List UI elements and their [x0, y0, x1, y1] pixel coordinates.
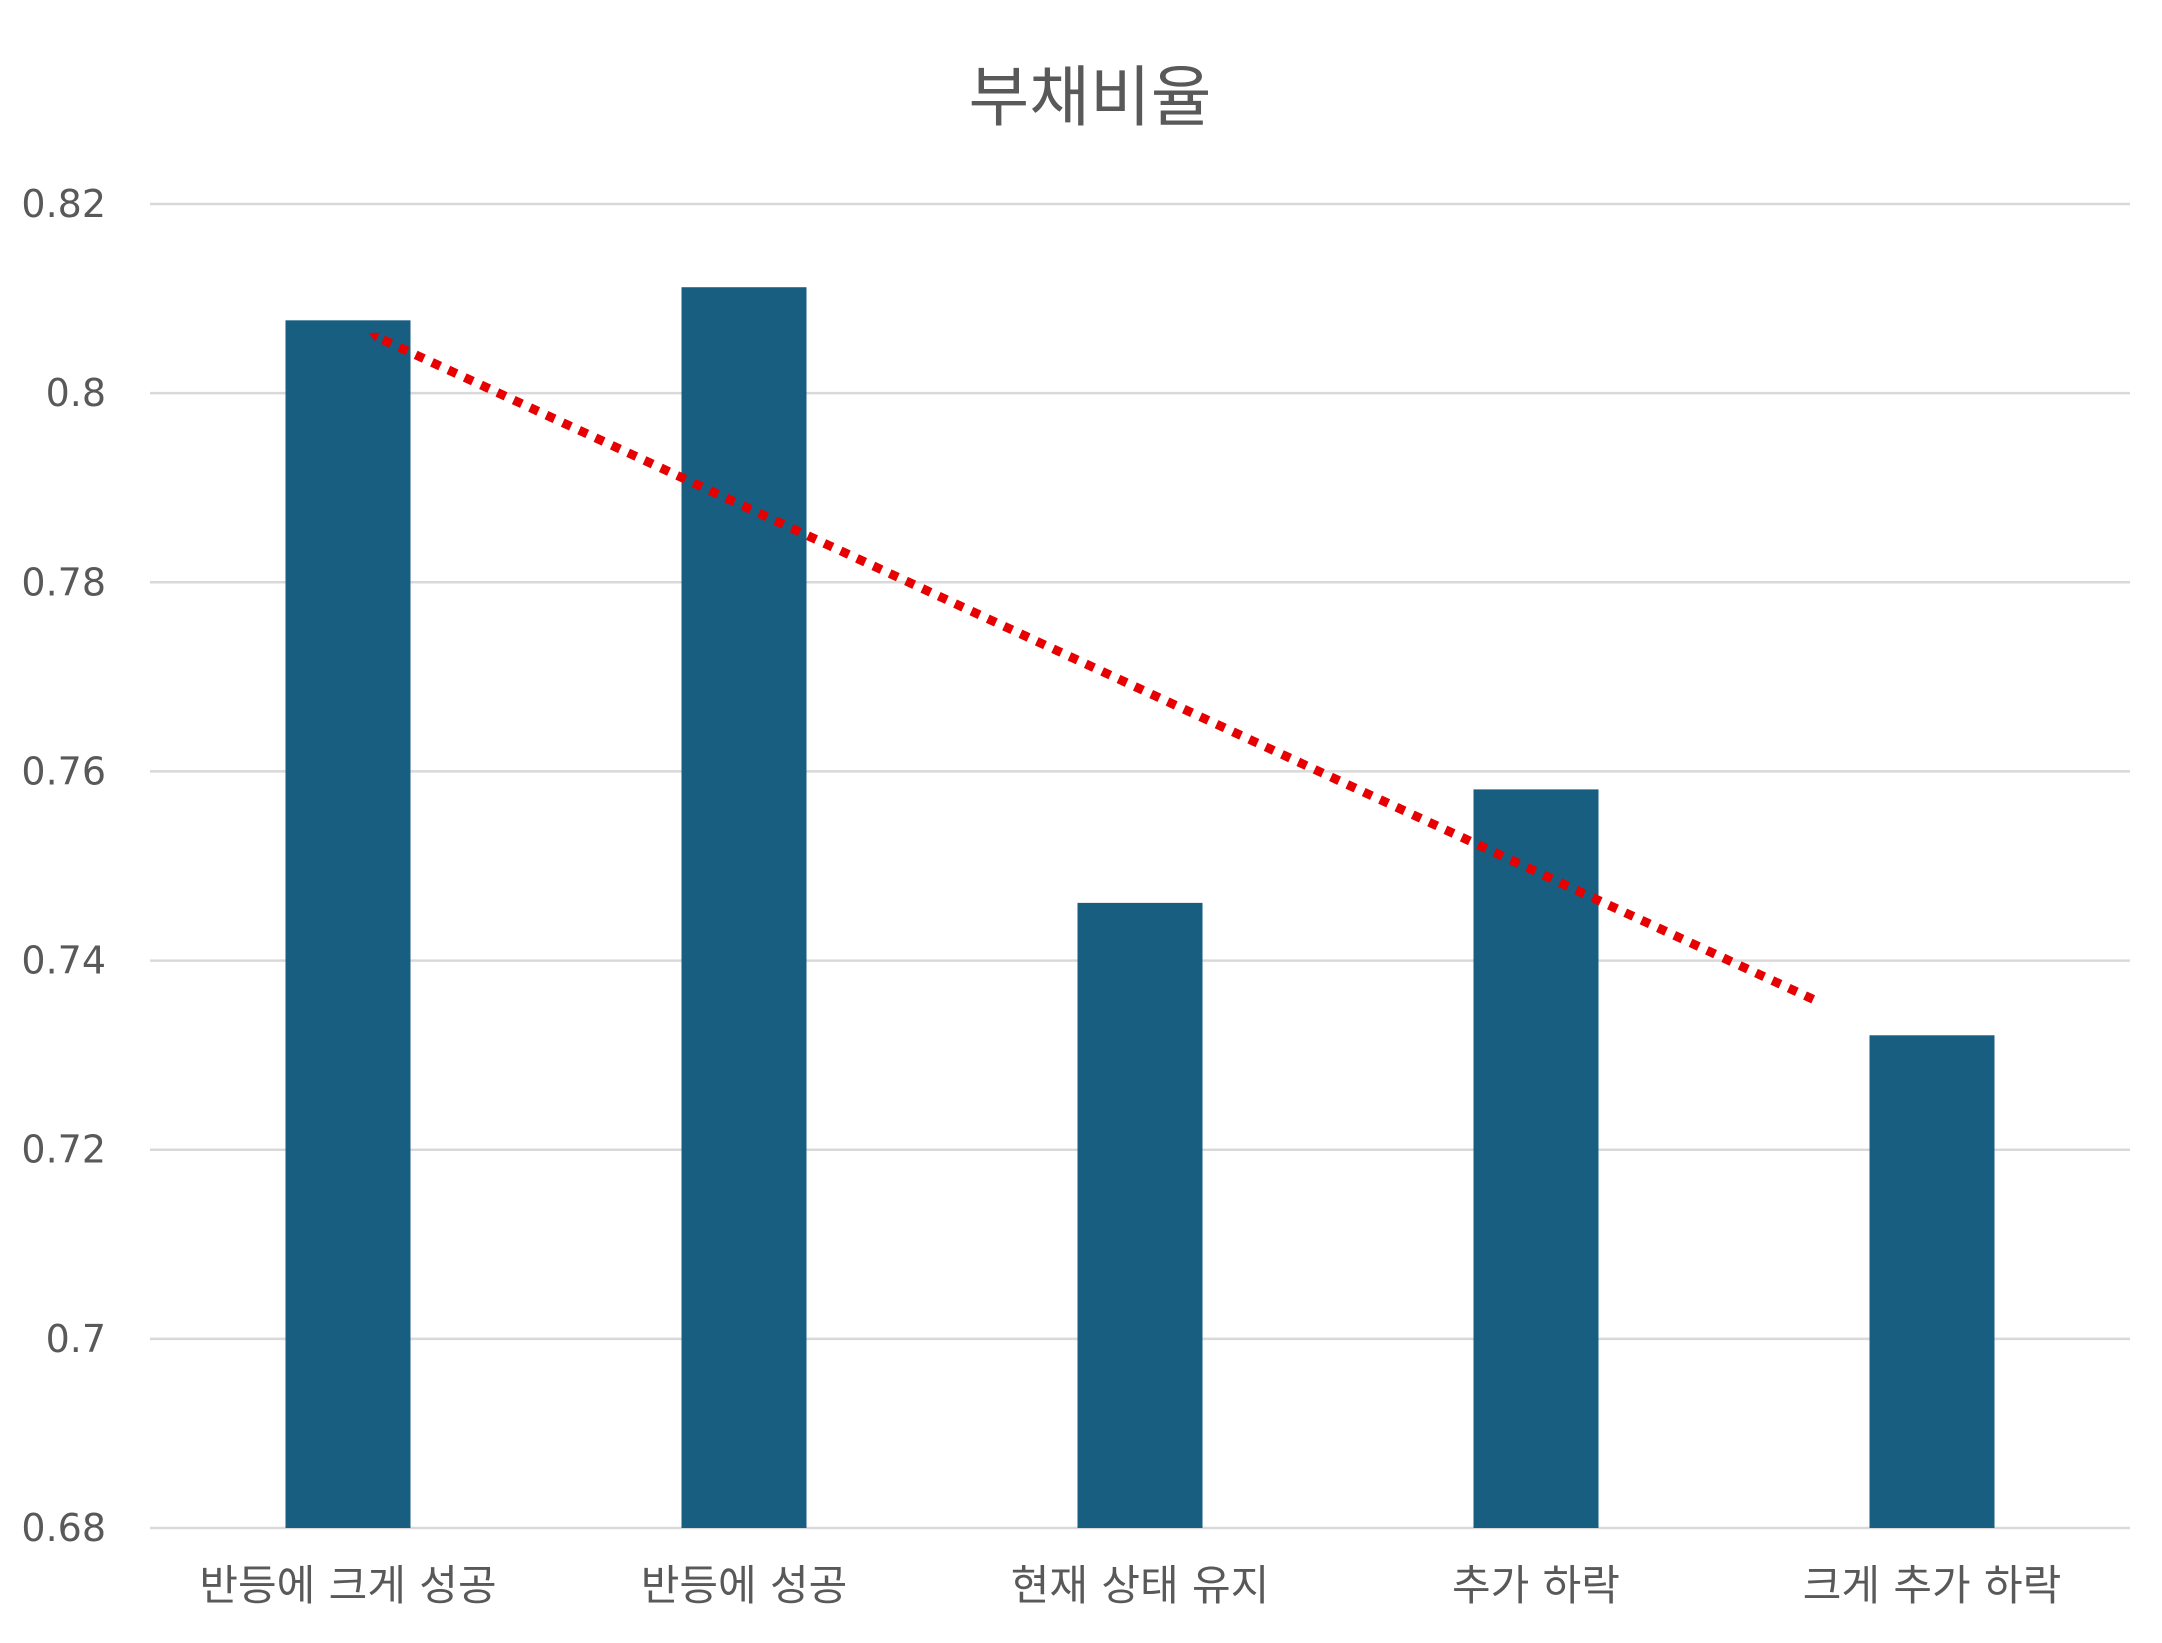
- y-tick-label: 0.8: [46, 371, 106, 415]
- y-tick-label: 0.7: [46, 1317, 106, 1361]
- y-tick-label: 0.82: [21, 182, 106, 226]
- x-category-label: 반등에 성공: [641, 1561, 848, 1610]
- bar: [1473, 789, 1599, 1528]
- bars: [285, 287, 1995, 1528]
- y-tick-label: 0.74: [21, 939, 106, 983]
- chart-title: 부채비율: [969, 59, 1212, 136]
- bar: [681, 287, 807, 1528]
- y-tick-label: 0.78: [21, 560, 106, 604]
- bar: [1077, 902, 1203, 1528]
- x-category-label: 크게 추가 하락: [1803, 1561, 2062, 1610]
- x-category-label: 반등에 크게 성공: [199, 1561, 496, 1610]
- x-axis-category-labels: 반등에 크게 성공 반등에 성공 현재 상태 유지 추가 하락 크게 추가 하락: [199, 1561, 2061, 1610]
- y-tick-label: 0.76: [21, 749, 106, 793]
- x-category-label: 현재 상태 유지: [1011, 1561, 1270, 1610]
- y-axis-tick-labels: 0.68 0.7 0.72 0.74 0.76 0.78 0.8 0.82: [21, 182, 106, 1550]
- y-tick-label: 0.72: [21, 1128, 106, 1172]
- bar: [285, 320, 411, 1528]
- y-tick-label: 0.68: [21, 1506, 106, 1550]
- annotations: [368, 332, 1816, 1004]
- trend-arrow: [368, 332, 1816, 1004]
- bar: [1869, 1035, 1995, 1528]
- x-category-label: 추가 하락: [1452, 1561, 1620, 1610]
